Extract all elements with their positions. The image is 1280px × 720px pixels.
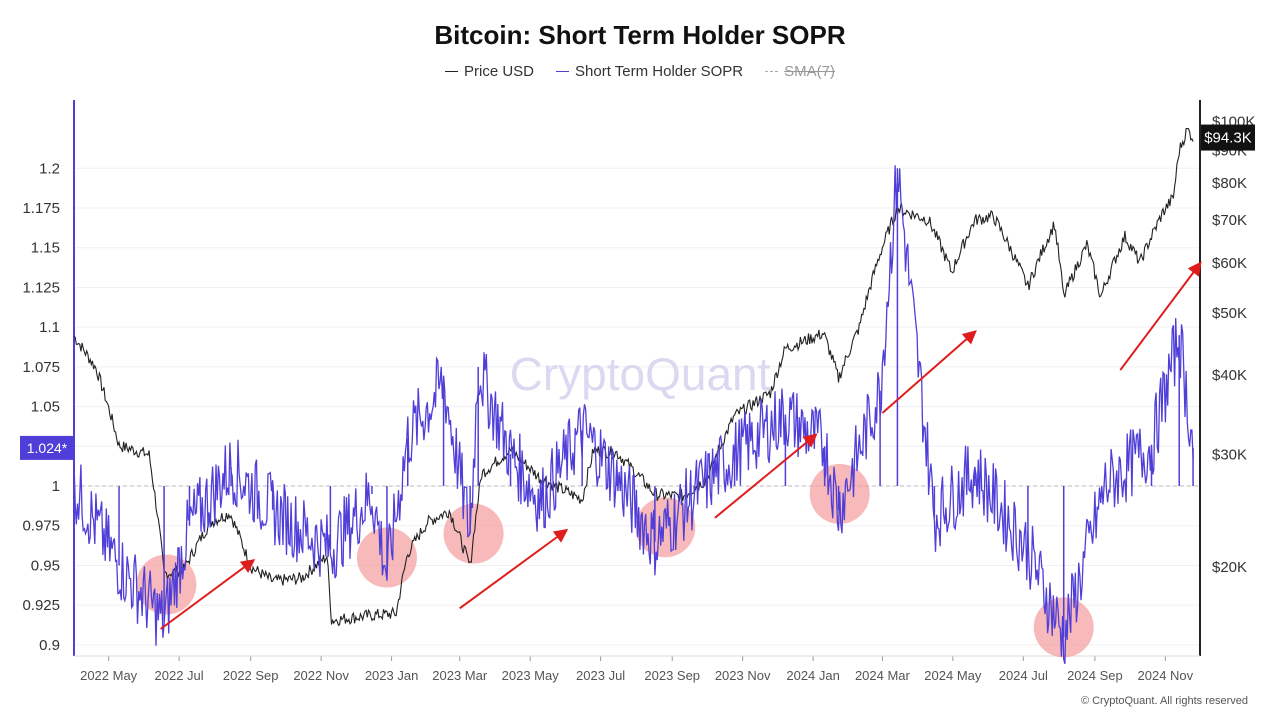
y-tick-label-right: $20K [1212, 559, 1247, 576]
x-tick-label: 2023 Nov [715, 668, 771, 683]
x-tick-label: 2024 Jul [999, 668, 1048, 683]
y-tick-label-right: $60K [1212, 255, 1247, 272]
price-line [73, 128, 1194, 627]
legend-swatch-price [445, 71, 458, 72]
x-tick-label: 2022 May [80, 668, 138, 683]
y-tick-label-left: 1.05 [31, 399, 60, 416]
legend-item-sopr[interactable]: Short Term Holder SOPR [556, 63, 743, 80]
x-tick-label: 2023 Jul [576, 668, 625, 683]
y-tick-label-right: $40K [1212, 367, 1247, 384]
copyright-notice: © CryptoQuant. All rights reserved [1080, 695, 1248, 707]
x-tick-label: 2024 Sep [1067, 668, 1123, 683]
legend: Price USD Short Term Holder SOPR SMA(7) [0, 63, 1280, 80]
legend-swatch-sma [765, 71, 779, 72]
y-tick-label-left: 1 [52, 478, 60, 495]
x-tick-label: 2023 Jan [365, 668, 419, 683]
uptrend-arrow [1119, 261, 1202, 371]
uptrend-arrow [714, 433, 818, 519]
y-tick-label-left: 1.125 [22, 279, 60, 296]
x-tick-label: 2023 Sep [644, 668, 700, 683]
legend-item-sma[interactable]: SMA(7) [765, 63, 835, 80]
y-tick-label-left: 0.925 [22, 597, 60, 614]
x-tick-label: 2024 Nov [1138, 668, 1194, 683]
x-tick-label: 2024 Mar [855, 668, 911, 683]
legend-label-sma: SMA(7) [784, 63, 835, 80]
current-sopr-badge [20, 435, 74, 460]
y-tick-label-left: 1.15 [31, 240, 60, 257]
y-tick-label-left: 0.975 [22, 518, 60, 535]
sopr-line [73, 165, 1194, 664]
y-tick-label-left: 1.1 [39, 319, 60, 336]
uptrend-arrow [881, 330, 977, 414]
x-tick-label: 2022 Jul [155, 668, 204, 683]
y-tick-label-right: $80K [1212, 175, 1247, 192]
watermark-text: CryptoQuant [510, 348, 771, 400]
x-tick-label: 2024 Jan [786, 668, 840, 683]
uptrend-arrow [160, 559, 256, 630]
uptrend-arrow [459, 528, 569, 610]
x-tick-label: 2024 May [924, 668, 982, 683]
current-price-badge-label: $94.3K [1204, 130, 1252, 147]
legend-label-price: Price USD [464, 63, 535, 80]
y-tick-label-left: 0.9 [39, 637, 60, 654]
y-tick-label-left: 0.95 [31, 557, 60, 574]
current-sopr-badge-label: 1.024* [27, 440, 68, 456]
current-price-badge [1201, 124, 1255, 151]
y-tick-label-right: $50K [1212, 305, 1247, 322]
y-tick-label-left: 1.075 [22, 359, 60, 376]
y-tick-label-right: $30K [1212, 447, 1247, 464]
x-tick-label: 2023 May [502, 668, 560, 683]
x-tick-label: 2023 Mar [432, 668, 488, 683]
legend-item-price[interactable]: Price USD [445, 63, 534, 80]
y-tick-label-left: 1.175 [22, 200, 60, 217]
legend-label-sopr: Short Term Holder SOPR [575, 63, 744, 80]
x-tick-label: 2022 Nov [293, 668, 349, 683]
chart-title: Bitcoin: Short Term Holder SOPR [434, 20, 846, 50]
y-tick-label-right: $70K [1212, 212, 1247, 229]
legend-swatch-sopr [556, 71, 570, 72]
x-tick-label: 2022 Sep [223, 668, 279, 683]
y-tick-label-left: 1.2 [39, 160, 60, 177]
